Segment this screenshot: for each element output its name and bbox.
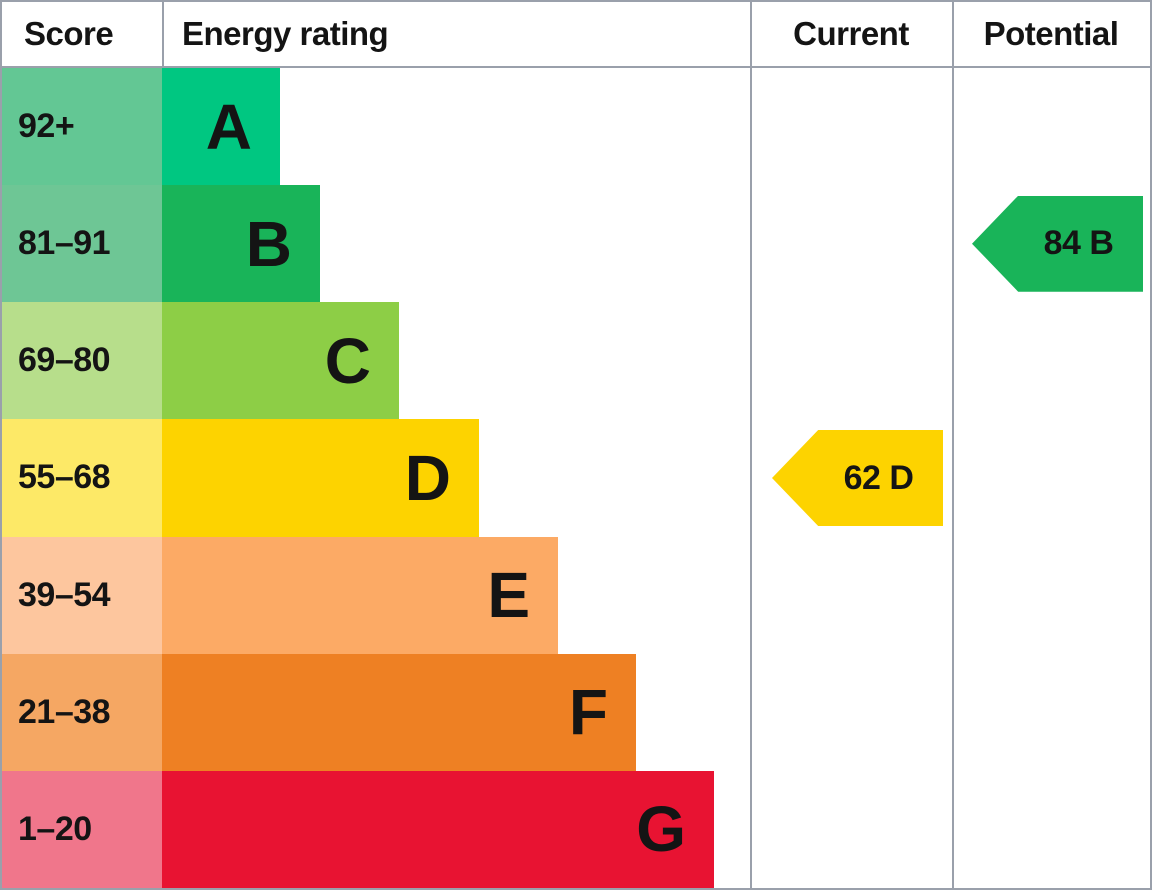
header-underline [2,66,1150,68]
band-row-e: 39–54 E [2,536,1150,654]
band-bar-c: C [162,302,399,420]
band-score-a: 92+ [2,68,162,186]
band-bar-b: B [162,185,320,303]
band-score-b: 81–91 [2,185,162,303]
band-score-e: 39–54 [2,536,162,654]
band-bar-f: F [162,653,636,771]
band-score-g: 1–20 [2,770,162,888]
divider-potential-column [952,2,954,888]
band-row-f: 21–38 F [2,653,1150,771]
divider-score-column [162,2,164,66]
rating-bands: 92+ A 81–91 B 69–80 C 55–68 D 39–54 E 21–38 F 1–20 G [2,68,1150,888]
header-score: Score [24,15,114,52]
band-row-g: 1–20 G [2,770,1150,888]
header-current: Current [793,15,909,52]
band-bar-g: G [162,770,714,888]
divider-current-column [750,2,752,888]
band-score-c: 69–80 [2,302,162,420]
header-energy-rating: Energy rating [182,15,389,52]
band-bar-e: E [162,536,558,654]
band-score-f: 21–38 [2,653,162,771]
band-score-d: 55–68 [2,419,162,537]
current-rating-label: 62 D [843,458,914,497]
band-bar-d: D [162,419,479,537]
band-row-d: 55–68 D [2,419,1150,537]
header-potential: Potential [983,15,1119,52]
band-row-a: 92+ A [2,68,1150,186]
potential-rating-arrow: 84 B [972,195,1143,292]
band-bar-a: A [162,68,280,186]
potential-rating-label: 84 B [1043,224,1114,263]
band-row-c: 69–80 C [2,302,1150,420]
band-row-b: 81–91 B [2,185,1150,303]
